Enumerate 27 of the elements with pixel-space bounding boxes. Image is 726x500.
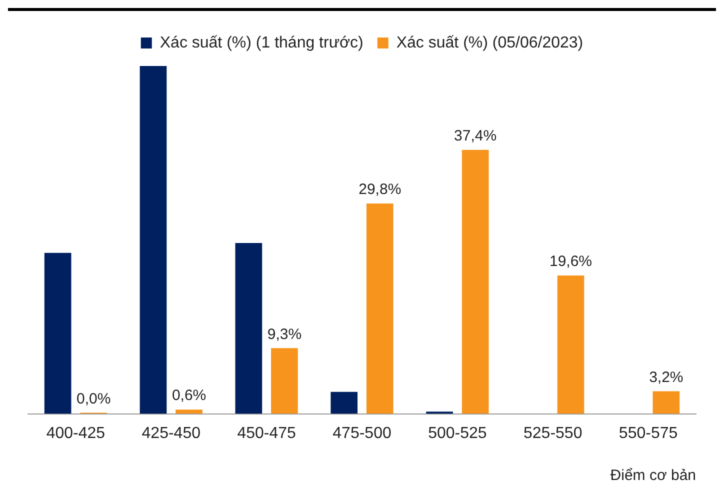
bar xyxy=(235,243,262,414)
data-label: 3,2% xyxy=(649,368,684,386)
data-label: 0,0% xyxy=(76,390,111,408)
bar xyxy=(330,392,358,414)
x-tick-label: 550-575 xyxy=(618,424,678,442)
x-axis-title: Điểm cơ bản xyxy=(610,467,696,484)
bar xyxy=(366,204,394,414)
bar xyxy=(140,66,167,414)
data-label: 0,6% xyxy=(172,387,206,404)
x-tick-label: 475-500 xyxy=(332,424,392,442)
data-label: 37,4% xyxy=(454,128,497,145)
bar xyxy=(557,276,584,414)
legend-label: Xác suất (%) (1 tháng trước) xyxy=(160,34,364,52)
legend-label: Xác suất (%) (05/06/2023) xyxy=(396,34,584,52)
bar xyxy=(652,391,680,414)
data-label: 29,8% xyxy=(358,181,402,198)
x-tick-label: 450-475 xyxy=(237,424,296,442)
x-tick-label: 500-525 xyxy=(428,424,487,442)
x-tick-label: 525-550 xyxy=(524,424,582,442)
x-tick-label: 425-450 xyxy=(142,424,201,442)
bar xyxy=(271,348,298,414)
bar xyxy=(176,410,202,414)
data-label: 9,3% xyxy=(267,326,302,343)
data-label: 19,6% xyxy=(549,253,592,270)
x-tick-label: 400-425 xyxy=(46,424,106,442)
bar xyxy=(44,252,72,414)
bar xyxy=(462,150,489,414)
